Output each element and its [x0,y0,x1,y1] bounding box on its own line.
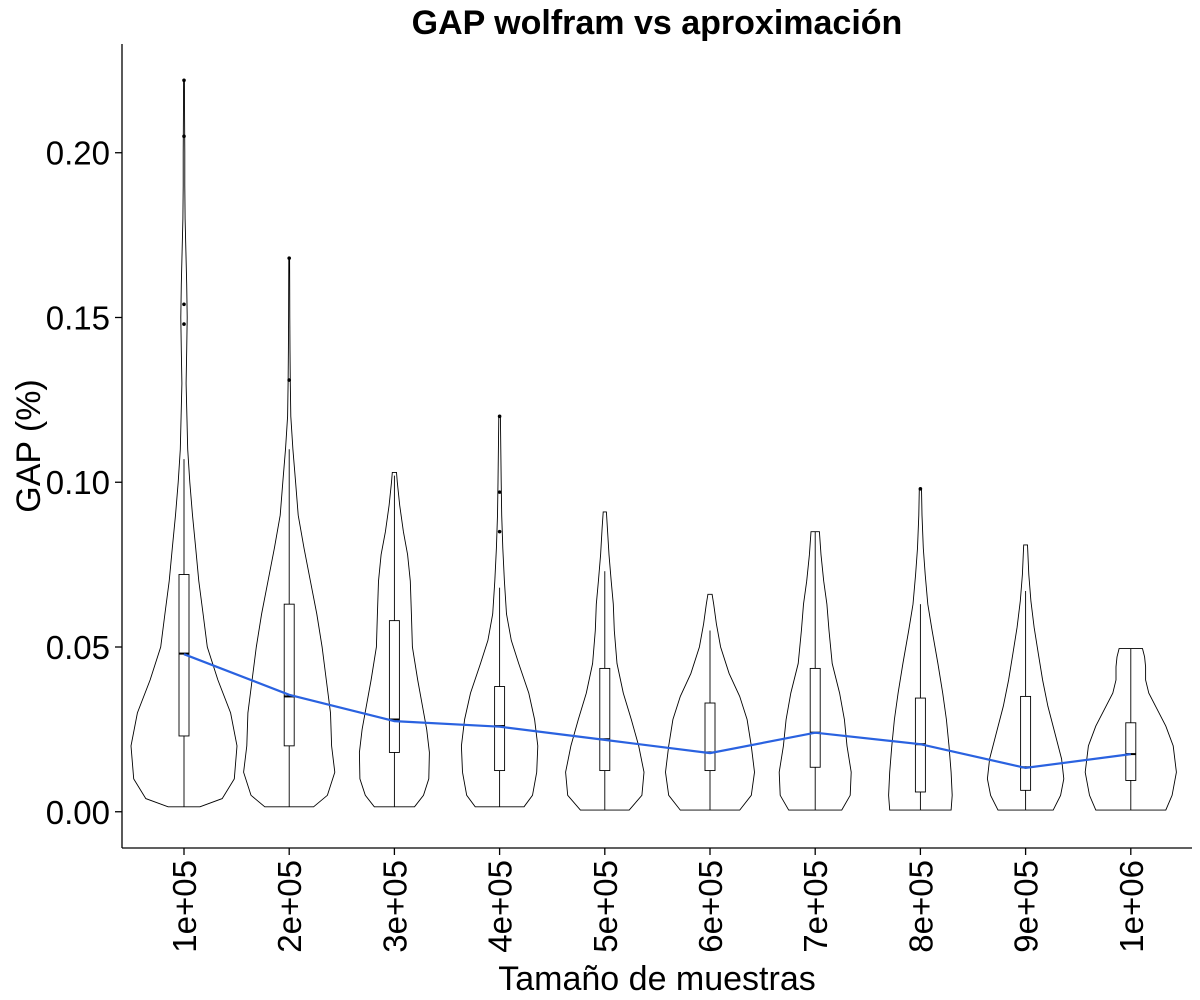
violin-shape [665,593,755,811]
violin-shape [778,531,852,811]
box [809,667,821,768]
outlier-point [287,256,292,260]
x-tick-label: 3e+05 [376,860,413,953]
violin-group [1084,648,1177,811]
mean-line [183,653,1131,770]
violin-group [665,593,755,811]
box [283,603,295,747]
outlier-point [182,302,186,307]
violin-group [358,471,430,808]
violin-group [778,531,852,811]
outlier-point [497,529,502,534]
outlier-point [918,487,923,491]
violin-group [130,78,238,808]
box [704,702,716,772]
outlier-point [182,78,186,83]
box [1125,722,1137,781]
violin-group [243,256,336,808]
y-tick-label: 0.00 [46,794,110,831]
plot-area [130,78,1177,811]
violin-group [888,487,953,811]
box [599,667,611,772]
y-tick-label: 0.10 [46,464,110,501]
x-axis: 1e+05 2e+05 3e+05 4e+05 5e+05 6e+05 7e+05 8e+05… [122,847,1192,953]
chart-title: GAP wolfram vs aproximación [412,4,903,42]
outlier-point [182,322,186,326]
outlier-point [497,490,502,494]
box [494,686,506,772]
x-axis-label: Tamaño de muestras [498,960,816,998]
x-tick-label: 2e+05 [271,860,308,953]
x-tick-label: 8e+05 [902,860,939,953]
violin-shape [358,471,430,808]
outlier-point [182,134,186,139]
x-tick-label: 9e+05 [1008,860,1045,953]
violin-shape [1084,648,1177,811]
y-tick-label: 0.15 [46,299,110,336]
x-tick-label: 1e+06 [1113,860,1150,953]
y-axis-label: GAP (%) [10,379,48,513]
violin-shape [565,511,645,811]
violin-group [460,414,539,808]
outlier-point [287,378,292,382]
outlier-point [497,414,502,419]
x-tick-label: 5e+05 [587,860,624,953]
x-tick-label: 1e+05 [166,860,203,953]
box [388,620,400,753]
y-tick-label: 0.20 [46,135,110,172]
x-tick-label: 7e+05 [797,860,834,953]
violin-group [986,544,1065,811]
y-tick-label: 0.05 [46,629,110,666]
y-axis: 0.00 0.05 0.10 0.15 0.20 [46,44,123,848]
x-tick-label: 6e+05 [692,860,729,953]
box [1020,695,1032,791]
violin-group [565,511,645,811]
x-tick-label: 4e+05 [482,860,519,953]
